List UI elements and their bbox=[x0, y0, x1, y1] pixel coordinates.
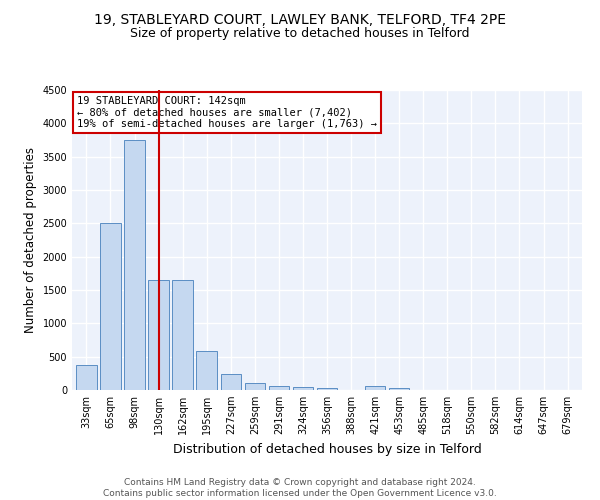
Bar bbox=[100, 224, 121, 390]
Text: Size of property relative to detached houses in Telford: Size of property relative to detached ho… bbox=[130, 28, 470, 40]
Bar bbox=[221, 374, 241, 390]
Bar bbox=[389, 388, 409, 390]
Text: 19, STABLEYARD COURT, LAWLEY BANK, TELFORD, TF4 2PE: 19, STABLEYARD COURT, LAWLEY BANK, TELFO… bbox=[94, 12, 506, 26]
Bar bbox=[293, 388, 313, 390]
Bar bbox=[196, 352, 217, 390]
Bar bbox=[317, 388, 337, 390]
Bar bbox=[365, 386, 385, 390]
Bar bbox=[124, 140, 145, 390]
Y-axis label: Number of detached properties: Number of detached properties bbox=[24, 147, 37, 333]
Text: 19 STABLEYARD COURT: 142sqm
← 80% of detached houses are smaller (7,402)
19% of : 19 STABLEYARD COURT: 142sqm ← 80% of det… bbox=[77, 96, 377, 129]
Bar bbox=[245, 384, 265, 390]
Text: Contains HM Land Registry data © Crown copyright and database right 2024.
Contai: Contains HM Land Registry data © Crown c… bbox=[103, 478, 497, 498]
Bar bbox=[269, 386, 289, 390]
Bar bbox=[148, 280, 169, 390]
X-axis label: Distribution of detached houses by size in Telford: Distribution of detached houses by size … bbox=[173, 442, 481, 456]
Bar bbox=[172, 280, 193, 390]
Bar bbox=[76, 364, 97, 390]
